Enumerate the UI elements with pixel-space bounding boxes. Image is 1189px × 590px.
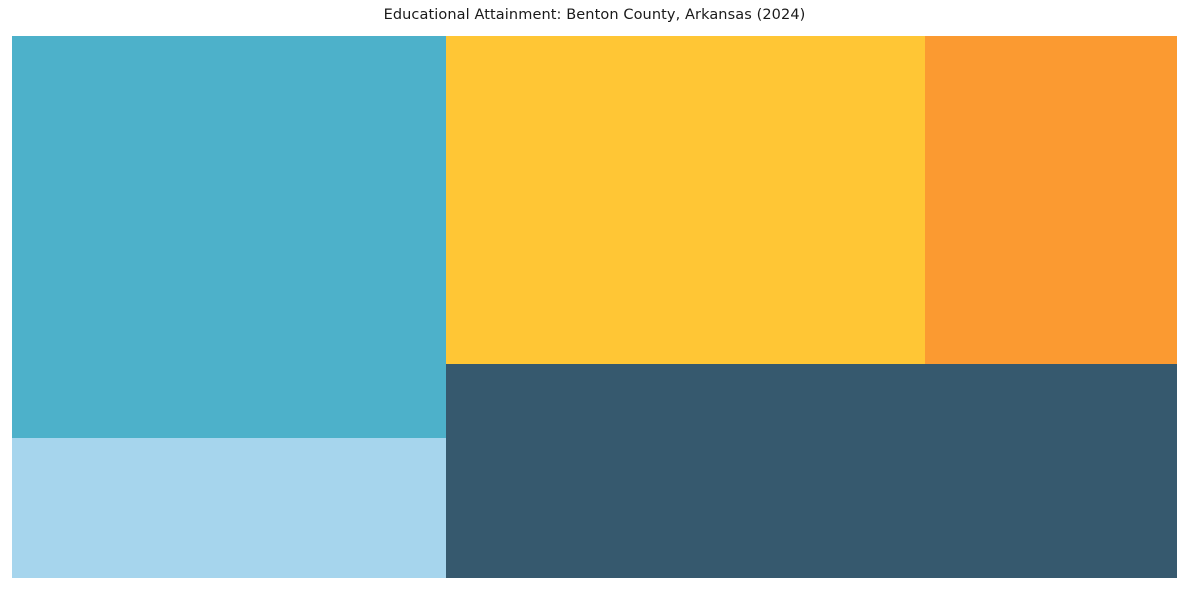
treemap-tile[interactable]: Some college or associate's degree	[12, 36, 446, 438]
page-title: Educational Attainment: Benton County, A…	[383, 7, 806, 23]
treemap-tile[interactable]: Graduate or professional degree	[925, 36, 1177, 364]
treemap-tile[interactable]: Less than high school diploma	[12, 438, 446, 578]
treemap-tile[interactable]: Bachelor's degree	[446, 36, 925, 364]
treemap-tile[interactable]: High school graduate (or equivalent)	[446, 364, 1177, 578]
treemap-plot-area: Some college or associate's degreeBachel…	[12, 36, 1177, 578]
